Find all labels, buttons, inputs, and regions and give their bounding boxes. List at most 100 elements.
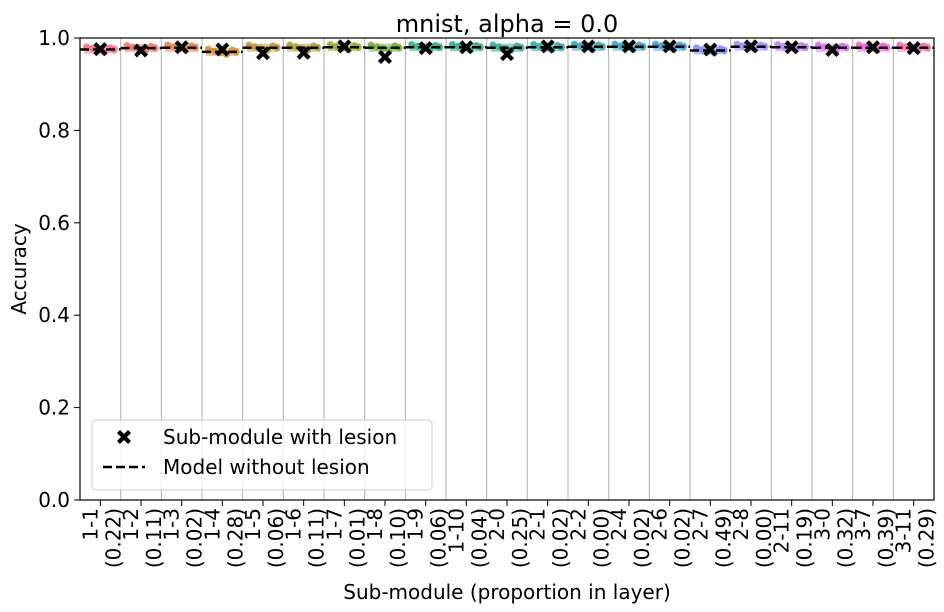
- x-tick-proportion: (0.06): [427, 508, 451, 568]
- y-axis-label: Accuracy: [7, 223, 31, 314]
- lesion-marker: [622, 39, 636, 54]
- x-tick-proportion: (0.01): [345, 508, 369, 568]
- x-tick-id: 1-10: [444, 508, 468, 553]
- y-tick-label: 0.4: [38, 303, 70, 327]
- x-tick-label: 2-0(0.25): [485, 508, 532, 568]
- lesion-marker: [93, 42, 108, 57]
- x-tick-id: 2-6: [648, 508, 672, 541]
- lesion-marker: [866, 40, 880, 55]
- lesion-marker: [744, 39, 758, 54]
- lesion-marker: [500, 47, 514, 62]
- lesion-marker: [296, 45, 311, 60]
- x-tick-label: 1-10(0.04): [444, 508, 491, 568]
- x-axis: 1-1(0.22)1-2(0.11)1-3(0.02)1-4(0.28)1-5(…: [78, 500, 939, 568]
- lesion-marker: [134, 43, 148, 58]
- x-tick-id: 1-8: [363, 508, 387, 541]
- legend: Sub-module with lesion Model without les…: [91, 419, 433, 491]
- x-tick-proportion: (0.28): [223, 508, 247, 568]
- x-tick-proportion: (0.02): [630, 508, 654, 568]
- lesion-marker: [215, 42, 230, 57]
- x-tick-id: 1-2: [119, 508, 143, 541]
- lesion-marker: [337, 39, 352, 54]
- x-tick-proportion: (0.49): [711, 508, 735, 568]
- lesion-marker: [378, 49, 392, 64]
- lesion-markers: [93, 39, 921, 64]
- x-tick-label: 1-8(0.10): [363, 508, 410, 568]
- x-tick-id: 2-4: [607, 508, 631, 541]
- x-tick-proportion: (0.04): [467, 508, 491, 568]
- x-tick-label: 2-11(0.19): [770, 508, 817, 568]
- x-tick-id: 1-5: [241, 508, 265, 541]
- lesion-marker: [540, 39, 555, 54]
- x-tick-id: 1-1: [78, 508, 102, 541]
- x-axis-label: Sub-module (proportion in layer): [343, 580, 671, 604]
- x-tick-id: 1-6: [282, 508, 306, 541]
- legend-label-lesion: Sub-module with lesion: [163, 425, 397, 449]
- lesion-marker-shape: [378, 49, 392, 64]
- lesion-marker: [703, 42, 718, 57]
- x-tick-proportion: (0.02): [671, 508, 695, 568]
- lesion-marker-shape: [93, 42, 108, 57]
- x-tick-proportion: (0.25): [508, 508, 532, 568]
- x-tick-proportion: (0.06): [264, 508, 288, 568]
- lesion-marker-shape: [500, 47, 514, 62]
- lesion-marker: [825, 43, 840, 58]
- x-tick-proportion: (0.11): [305, 508, 329, 568]
- x-tick-label: 1-5(0.06): [241, 508, 288, 568]
- x-tick-label: 1-7(0.01): [322, 508, 369, 568]
- lesion-marker-shape: [134, 43, 148, 58]
- x-tick-id: 2-11: [770, 508, 794, 553]
- x-tick-label: 2-8(0.00): [729, 508, 776, 568]
- x-tick-proportion: (0.29): [915, 508, 939, 568]
- x-tick-proportion: (0.02): [549, 508, 573, 568]
- x-tick-id: 1-7: [322, 508, 346, 541]
- lesion-marker-shape: [622, 39, 636, 54]
- x-tick-label: 3-0(0.32): [810, 508, 857, 568]
- lesion-marker-shape: [906, 41, 921, 56]
- x-tick-label: 3-11(0.29): [892, 508, 939, 568]
- x-tick-label: 3-7(0.39): [851, 508, 898, 568]
- y-tick-label: 0.0: [38, 488, 70, 512]
- x-tick-label: 2-4(0.02): [607, 508, 654, 568]
- legend-label-baseline: Model without lesion: [163, 455, 370, 479]
- x-tick-proportion: (0.00): [589, 508, 613, 568]
- legend-box: [91, 419, 433, 491]
- lesion-marker-shape: [215, 42, 230, 57]
- lesion-marker-shape: [662, 39, 677, 54]
- lesion-marker: [906, 41, 921, 56]
- lesion-marker-shape: [418, 41, 433, 56]
- x-tick-label: 1-6(0.11): [282, 508, 329, 568]
- x-tick-label: 2-2(0.00): [566, 508, 613, 568]
- lesion-marker-shape: [581, 39, 596, 54]
- lesion-marker: [662, 39, 677, 54]
- x-tick-label: 1-9(0.06): [404, 508, 451, 568]
- lesion-marker-shape: [825, 43, 840, 58]
- x-tick-id: 2-0: [485, 508, 509, 541]
- x-tick-id: 3-7: [851, 508, 875, 541]
- x-tick-label: 2-6(0.02): [648, 508, 695, 568]
- lesion-marker-shape: [337, 39, 352, 54]
- lesion-marker-shape: [703, 42, 718, 57]
- lesion-marker-shape: [296, 45, 311, 60]
- lesion-marker: [256, 46, 270, 61]
- x-tick-label: 1-4(0.28): [200, 508, 247, 568]
- lesion-marker: [784, 40, 799, 55]
- x-tick-proportion: (0.02): [183, 508, 207, 568]
- lesion-marker-shape: [174, 40, 189, 55]
- lesion-marker-shape: [784, 40, 799, 55]
- x-tick-proportion: (0.11): [142, 508, 166, 568]
- x-tick-id: 2-2: [566, 508, 590, 541]
- chart-title: mnist, alpha = 0.0: [396, 10, 619, 38]
- lesion-marker-shape: [866, 40, 880, 55]
- lesion-marker-shape: [540, 39, 555, 54]
- lesion-marker-shape: [459, 40, 474, 55]
- x-tick-id: 3-0: [810, 508, 834, 541]
- legend-x-marker: [117, 430, 131, 444]
- x-tick-id: 2-1: [526, 508, 550, 541]
- y-tick-label: 0.8: [38, 118, 70, 142]
- x-tick-label: 1-2(0.11): [119, 508, 166, 568]
- x-tick-id: 1-4: [200, 508, 224, 541]
- x-tick-proportion: (0.00): [752, 508, 776, 568]
- y-tick-label: 0.6: [38, 211, 70, 235]
